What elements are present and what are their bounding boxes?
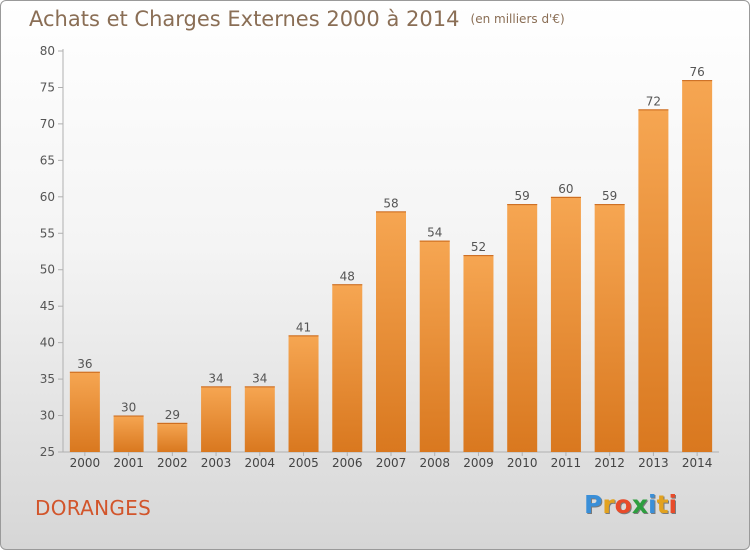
bar-value-label: 58 (383, 196, 398, 210)
logo-letter: i (668, 490, 678, 519)
y-tick-label: 60 (40, 190, 55, 204)
chart-title: Achats et Charges Externes 2000 à 2014 (… (29, 7, 565, 31)
x-tick-label: 2003 (201, 456, 232, 470)
bar-2004 (244, 386, 275, 452)
x-tick-label: 2004 (245, 456, 276, 470)
y-tick-label: 30 (40, 409, 55, 423)
logo-letter: r (602, 490, 615, 519)
y-tick-label: 65 (40, 153, 55, 167)
y-tick-label: 35 (40, 372, 55, 386)
x-tick-label: 2009 (463, 456, 494, 470)
bar-value-label: 59 (515, 189, 530, 203)
x-tick-label: 2012 (594, 456, 625, 470)
bar-value-label: 72 (646, 94, 661, 108)
bar-2005 (288, 335, 319, 452)
x-tick-label: 2007 (376, 456, 407, 470)
logo-letter: o (614, 490, 632, 519)
x-tick-label: 2008 (419, 456, 450, 470)
bar-2008 (419, 240, 450, 452)
bar-2014 (682, 80, 713, 452)
bar-value-label: 36 (77, 357, 92, 371)
logo-letter: P (584, 490, 603, 519)
bar-value-label: 41 (296, 320, 311, 334)
bar-2011 (550, 196, 581, 452)
y-tick-label: 80 (40, 44, 55, 58)
y-tick-label: 55 (40, 226, 55, 240)
x-tick-label: 2000 (70, 456, 101, 470)
bar-value-label: 76 (689, 65, 704, 79)
y-tick-label: 50 (40, 263, 55, 277)
bar-2007 (376, 211, 406, 452)
x-tick-label: 2013 (638, 456, 669, 470)
bar-2003 (201, 386, 232, 452)
bar-2012 (594, 204, 625, 452)
bar-2013 (638, 109, 669, 452)
bar-value-label: 34 (252, 371, 267, 385)
bar-value-label: 59 (602, 189, 617, 203)
x-tick-label: 2010 (507, 456, 538, 470)
x-tick-label: 2011 (551, 456, 582, 470)
bar-2006 (332, 284, 363, 452)
bar-value-label: 34 (208, 371, 223, 385)
y-tick-label: 45 (40, 299, 55, 313)
bar-value-label: 48 (340, 269, 355, 283)
bar-value-label: 30 (121, 401, 136, 415)
y-tick-label: 75 (40, 80, 55, 94)
bar-value-label: 29 (165, 408, 180, 422)
bar-2009 (463, 255, 494, 452)
chart-unit-label: (en milliers d'€) (470, 12, 565, 26)
bar-value-label: 52 (471, 240, 486, 254)
x-tick-label: 2001 (113, 456, 144, 470)
chart-title-text: Achats et Charges Externes 2000 à 2014 (29, 7, 460, 31)
place-name: DORANGES (35, 496, 152, 520)
logo-letter: i (648, 490, 657, 519)
bar-value-label: 54 (427, 226, 442, 240)
bar-2001 (113, 415, 144, 452)
y-tick-label: 40 (40, 336, 55, 350)
bar-2000 (69, 371, 100, 452)
bar-2002 (157, 422, 188, 452)
proxiti-logo: Proxiti (584, 490, 677, 519)
logo-letter: x (631, 490, 648, 519)
x-tick-label: 2005 (288, 456, 319, 470)
bar-2010 (507, 204, 538, 452)
logo-letter: t (656, 490, 669, 519)
x-tick-label: 2014 (682, 456, 713, 470)
y-tick-label: 25 (40, 445, 55, 459)
x-tick-label: 2002 (157, 456, 188, 470)
y-tick-label: 70 (40, 117, 55, 131)
x-tick-label: 2006 (332, 456, 363, 470)
bar-value-label: 60 (558, 182, 573, 196)
